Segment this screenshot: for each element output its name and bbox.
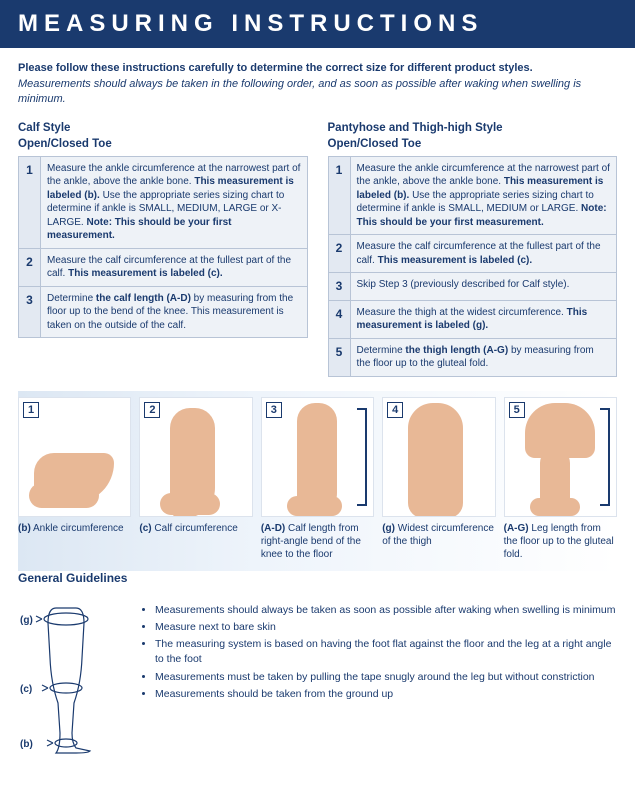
label-c: (c) [20, 684, 32, 695]
diagram: 3 (A-D) Calf length from right-angle bend… [261, 397, 374, 561]
diagram-box: 2 [139, 397, 252, 517]
diagram-box: 5 [504, 397, 617, 517]
columns: Calf StyleOpen/Closed Toe 1Measure the a… [18, 120, 617, 377]
diagram-caption: (A-D) Calf length from right-angle bend … [261, 522, 374, 561]
diagram-caption: (g) Widest circumfer­ence of the thigh [382, 522, 495, 548]
step-text: Determine the thigh length (A-G) by meas… [350, 338, 617, 376]
step-number: 1 [19, 156, 41, 248]
diagram-number: 2 [144, 402, 160, 418]
left-steps-table: 1Measure the ankle circumference at the … [18, 156, 308, 339]
guideline-item: Measure next to bare skin [155, 620, 617, 635]
guideline-item: Measurements must be taken by pulling th… [155, 670, 617, 685]
guidelines-list: Measurements should always be taken as s… [137, 603, 617, 771]
diagram-number: 5 [509, 402, 525, 418]
diagram-caption: (b) Ankle circumference [18, 522, 131, 535]
guidelines-section: (g) (c) (b) Measurements should always b… [18, 603, 617, 771]
step-number: 2 [19, 248, 41, 286]
step-number: 2 [328, 235, 350, 273]
left-title: Calf StyleOpen/Closed Toe [18, 120, 308, 152]
left-col: Calf StyleOpen/Closed Toe 1Measure the a… [18, 120, 308, 377]
intro-bold: Please follow these instructions careful… [18, 62, 617, 74]
diagram: 1 (b) Ankle circumference [18, 397, 131, 561]
guideline-item: Measurements should be taken from the gr… [155, 687, 617, 702]
step-text: Measure the ankle circumference at the n… [41, 156, 308, 248]
step-text: Measure the thigh at the widest circumfe… [350, 300, 617, 338]
diagrams-row: 1 (b) Ankle circumference 2 (c) Calf circum… [18, 391, 617, 571]
diagram: 2 (c) Calf circumference [139, 397, 252, 561]
guideline-item: Measurements should always be taken as s… [155, 603, 617, 618]
step-text: Measure the calf circumference at the fu… [41, 248, 308, 286]
intro-italic: Measurements should always be taken in t… [18, 77, 617, 108]
diagram-number: 3 [266, 402, 282, 418]
guideline-item: The measuring system is based on having … [155, 637, 617, 667]
guidelines-title: General Guidelines [18, 571, 617, 585]
diagram-caption: (c) Calf circumference [139, 522, 252, 535]
leg-diagram: (g) (c) (b) [18, 603, 123, 771]
diagram: 4 (g) Widest circumfer­ence of the thigh [382, 397, 495, 561]
step-number: 4 [328, 300, 350, 338]
right-steps-table: 1Measure the ankle circumference at the … [328, 156, 618, 377]
diagram-caption: (A-G) Leg length from the floor up to th… [504, 522, 617, 561]
step-text: Determine the calf length (A-D) by measu… [41, 286, 308, 338]
step-number: 3 [19, 286, 41, 338]
page-header: MEASURING INSTRUCTIONS [0, 0, 635, 48]
content: Please follow these instructions careful… [0, 48, 635, 789]
step-text: Measure the ankle circumference at the n… [350, 156, 617, 235]
label-g: (g) [20, 615, 33, 626]
step-number: 5 [328, 338, 350, 376]
diagram-box: 3 [261, 397, 374, 517]
diagram-number: 1 [23, 402, 39, 418]
step-number: 1 [328, 156, 350, 235]
diagram-number: 4 [387, 402, 403, 418]
diagram-box: 1 [18, 397, 131, 517]
diagram-box: 4 [382, 397, 495, 517]
label-b: (b) [20, 739, 33, 750]
step-text: Measure the calf circumference at the fu… [350, 235, 617, 273]
right-col: Pantyhose and Thigh-high StyleOpen/Close… [328, 120, 618, 377]
step-text: Skip Step 3 (previously described for Ca… [350, 273, 617, 300]
diagram: 5 (A-G) Leg length from the floor up to t… [504, 397, 617, 561]
right-title: Pantyhose and Thigh-high StyleOpen/Close… [328, 120, 618, 152]
step-number: 3 [328, 273, 350, 300]
